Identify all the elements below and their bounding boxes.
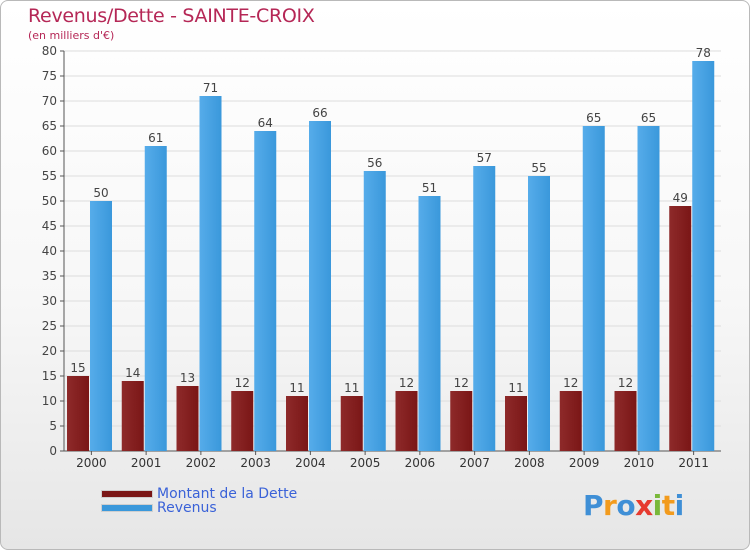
logo-letter: i (652, 489, 663, 522)
logo-letter: P (583, 489, 604, 522)
data-label-debt: 11 (508, 381, 523, 395)
x-tick-label: 2006 (405, 456, 436, 470)
y-tick-label: 25 (42, 319, 57, 333)
bar-debt (286, 396, 308, 451)
data-label-debt: 12 (235, 376, 250, 390)
chart-title: Revenus/Dette - SAINTE-CROIX (28, 5, 315, 27)
y-tick-label: 50 (42, 194, 57, 208)
data-label-revenue: 65 (641, 111, 656, 125)
y-tick-label: 20 (42, 344, 57, 358)
bar-debt (231, 391, 254, 451)
x-tick-label: 2005 (350, 456, 381, 470)
x-tick-label: 2002 (186, 456, 217, 470)
data-label-debt: 15 (70, 361, 85, 375)
data-label-revenue: 57 (477, 151, 492, 165)
data-label-revenue: 65 (586, 111, 601, 125)
y-tick-label: 0 (49, 444, 57, 458)
y-tick-label: 15 (42, 369, 57, 383)
data-label-revenue: 51 (422, 181, 437, 195)
y-tick-label: 40 (42, 244, 57, 258)
data-label-revenue: 50 (93, 186, 108, 200)
data-label-revenue: 55 (531, 161, 546, 175)
x-tick-label: 2001 (131, 456, 162, 470)
bar-debt (176, 386, 199, 451)
y-tick-label: 80 (42, 44, 57, 58)
logo-letter: x (635, 489, 653, 522)
bar-debt (505, 396, 527, 451)
x-tick-label: 2007 (459, 456, 490, 470)
bar-revenue (473, 166, 496, 451)
logo-letter: o (616, 489, 636, 522)
data-label-revenue: 64 (258, 116, 273, 130)
x-tick-label: 2000 (76, 456, 107, 470)
bar-revenue (528, 176, 550, 451)
legend-swatch-debt (101, 490, 153, 498)
data-label-revenue: 66 (312, 106, 327, 120)
bar-revenue (199, 96, 222, 451)
legend-label-debt: Montant de la Dette (157, 486, 298, 502)
y-tick-label: 45 (42, 219, 57, 233)
bar-revenue (418, 196, 441, 451)
data-label-debt: 11 (289, 381, 304, 395)
y-tick-label: 75 (42, 69, 57, 83)
bar-debt (450, 391, 473, 451)
data-label-revenue: 61 (148, 131, 163, 145)
data-label-revenue: 78 (696, 46, 711, 60)
bar-revenue (582, 126, 605, 451)
x-tick-label: 2011 (678, 456, 709, 470)
data-label-debt: 12 (563, 376, 578, 390)
proxiti-logo: Proxiti (583, 489, 684, 522)
y-tick-label: 10 (42, 394, 57, 408)
legend-item-debt: Montant de la Dette (101, 486, 297, 502)
bar-revenue (637, 126, 660, 451)
data-label-debt: 49 (673, 191, 688, 205)
bar-debt (121, 381, 144, 451)
legend-label-revenue: Revenus (157, 500, 217, 516)
data-label-debt: 12 (454, 376, 469, 390)
data-label-debt: 11 (344, 381, 359, 395)
x-tick-label: 2008 (514, 456, 545, 470)
legend: Montant de la Dette Revenus (101, 486, 297, 516)
x-tick-label: 2003 (240, 456, 271, 470)
chart-unit-label: (en milliers d'€) (28, 29, 115, 42)
data-label-debt: 14 (125, 366, 140, 380)
y-tick-label: 35 (42, 269, 57, 283)
x-tick-label: 2004 (295, 456, 326, 470)
bar-revenue (363, 171, 386, 451)
bar-revenue (90, 201, 112, 451)
y-tick-label: 70 (42, 94, 57, 108)
bar-debt (559, 391, 582, 451)
bar-debt (614, 391, 637, 451)
legend-item-revenue: Revenus (101, 500, 297, 516)
y-tick-label: 30 (42, 294, 57, 308)
y-tick-label: 55 (42, 169, 57, 183)
data-label-debt: 12 (618, 376, 633, 390)
x-tick-label: 2009 (569, 456, 600, 470)
logo-letter: t (661, 489, 675, 522)
bar-revenue (309, 121, 331, 451)
bar-revenue (144, 146, 167, 451)
bar-revenue (692, 61, 715, 451)
y-tick-label: 65 (42, 119, 57, 133)
data-label-debt: 13 (180, 371, 195, 385)
y-tick-label: 60 (42, 144, 57, 158)
bar-debt (395, 391, 418, 451)
x-tick-label: 2010 (624, 456, 655, 470)
legend-swatch-revenue (101, 504, 153, 512)
data-label-debt: 12 (399, 376, 414, 390)
bar-debt (669, 206, 692, 451)
bar-debt (67, 376, 89, 451)
logo-letter: i (674, 489, 685, 522)
logo-letter: r (603, 489, 617, 522)
bar-debt (340, 396, 363, 451)
y-tick-label: 5 (49, 419, 57, 433)
data-label-revenue: 56 (367, 156, 382, 170)
bar-revenue (254, 131, 277, 451)
data-label-revenue: 71 (203, 81, 218, 95)
